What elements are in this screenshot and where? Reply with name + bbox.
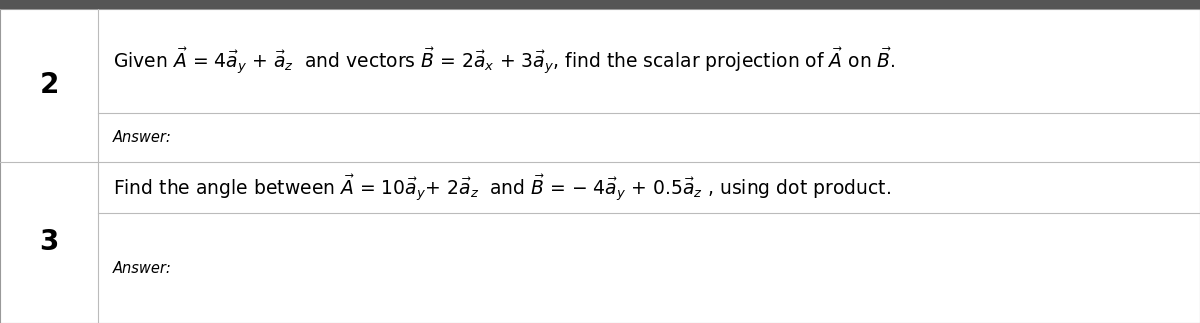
Text: 2: 2 (40, 71, 59, 99)
Text: Answer:: Answer: (113, 261, 172, 276)
Text: 3: 3 (40, 228, 59, 256)
Text: Find the angle between $\vec{A}$ = 10$\vec{a}_y$+ 2$\vec{a}_z$  and $\vec{B}$ = : Find the angle between $\vec{A}$ = 10$\v… (113, 172, 890, 203)
Text: Given $\vec{A}$ = 4$\vec{a}_y$ + $\vec{a}_z$  and vectors $\vec{B}$ = 2$\vec{a}_: Given $\vec{A}$ = 4$\vec{a}_y$ + $\vec{a… (113, 46, 895, 76)
Text: Answer:: Answer: (113, 130, 172, 145)
Bar (0, 0, 1200, 9)
